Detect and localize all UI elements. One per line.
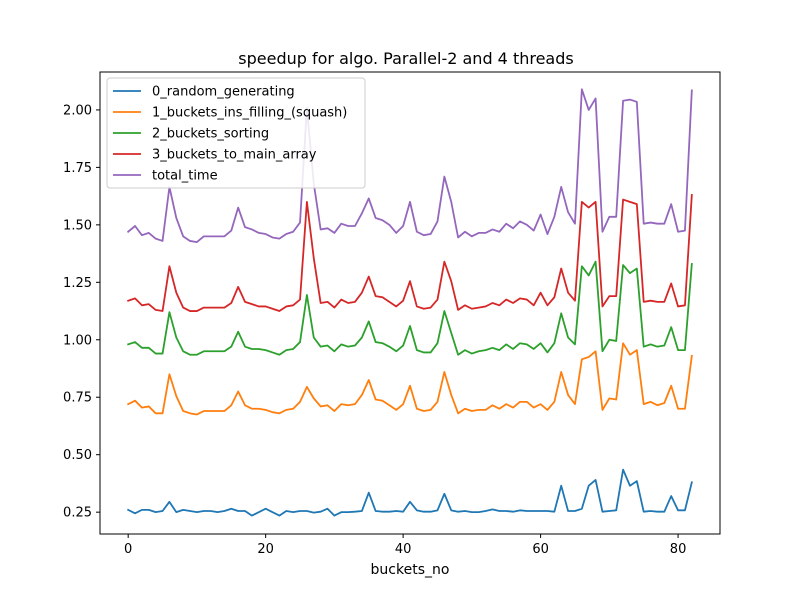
y-tick-label: 1.50 [63, 218, 92, 233]
legend-label-4: total_time [152, 169, 218, 184]
legend-label-0: 0_random_generating [152, 85, 295, 100]
legend-label-3: 3_buckets_to_main_array [152, 148, 317, 163]
x-tick-label: 40 [395, 542, 412, 557]
legend-box [106, 77, 366, 189]
legend-label-1: 1_buckets_ins_filling_(squash) [152, 106, 347, 121]
x-tick-label: 60 [532, 542, 549, 557]
y-axis-ticks: 0.25 0.50 0.75 1.00 1.25 1.50 1.75 2.00 [63, 103, 100, 521]
series-line-2 [127, 260, 693, 356]
x-axis-label: buckets_no [371, 562, 450, 578]
y-tick-label: 1.00 [63, 333, 92, 348]
y-tick-label: 0.75 [63, 391, 92, 406]
y-tick-label: 0.50 [63, 448, 92, 463]
legend: 0_random_generating 1_buckets_ins_filling… [106, 77, 366, 189]
x-tick-label: 20 [257, 542, 274, 557]
series-line-3 [127, 194, 693, 312]
x-tick-label: 0 [124, 542, 132, 557]
series-line-1 [126, 342, 693, 416]
x-tick-label: 80 [670, 542, 687, 557]
y-tick-label: 1.75 [63, 161, 92, 176]
series-line-0 [126, 468, 693, 517]
legend-label-2: 2_buckets_sorting [152, 127, 269, 142]
y-tick-label: 1.25 [63, 276, 92, 291]
y-tick-label: 2.00 [63, 103, 92, 118]
chart-title: speedup for algo. Parallel-2 and 4 threa… [238, 49, 573, 68]
y-tick-label: 0.25 [63, 506, 92, 521]
x-axis-ticks: 0 20 40 60 80 [124, 534, 686, 557]
series-layer [126, 88, 693, 517]
plot-frame [99, 71, 721, 535]
series-line-4 [126, 88, 693, 243]
